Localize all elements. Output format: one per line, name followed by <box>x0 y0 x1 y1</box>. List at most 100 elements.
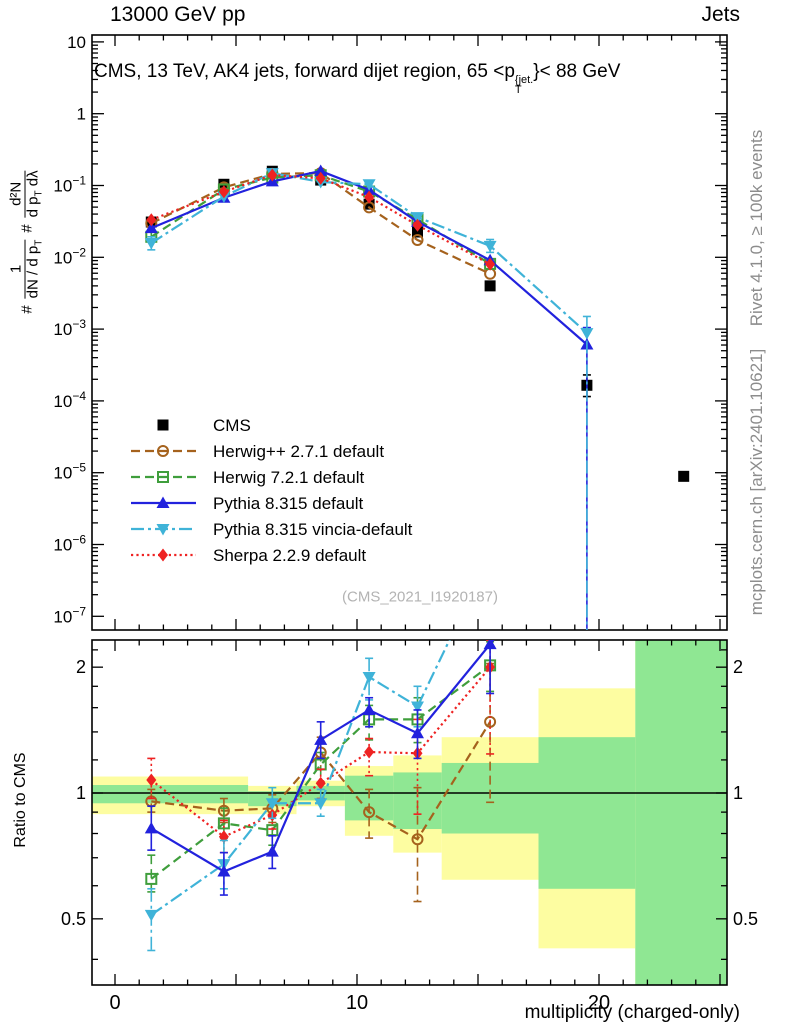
triangle-up-marker <box>411 726 424 739</box>
triangle-up-marker <box>217 864 231 877</box>
main-y-axis-title: # 1 dN / d pT # d²N d pT dλ <box>7 170 46 314</box>
plot-title-text: CMS, 13 TeV, AK4 jets, forward dijet reg… <box>94 61 515 82</box>
ratio-y-tick-label-left: 1 <box>76 783 86 803</box>
triangle-up-marker <box>314 733 328 745</box>
triangle-up-marker <box>144 821 158 834</box>
series-line <box>150 640 495 873</box>
triangle-down-marker <box>580 328 594 340</box>
legend-item-sherpa-2-2-9-default: Sherpa 2.2.9 default <box>131 546 366 565</box>
x-tick-label: 10 <box>346 992 368 1014</box>
legend: CMS Herwig++ 2.7.1 default Herwig 7.2.1 de… <box>131 416 413 565</box>
triangle-down-marker <box>144 238 158 250</box>
square-open-marker <box>217 817 230 830</box>
circle-open-marker <box>157 445 169 457</box>
legend-label: Pythia 8.315 vincia-default <box>213 520 413 539</box>
x-tick-label: 0 <box>109 992 120 1014</box>
circle-open-marker <box>363 806 376 819</box>
ratio-y-tick-label-right: 0.5 <box>733 909 758 929</box>
hash-symbol: # <box>18 224 36 233</box>
ratio-y-axis-title: Ratio to CMS <box>12 752 29 848</box>
error-bar <box>582 315 591 630</box>
main-y-tick-label: 10−1 <box>53 174 86 196</box>
main-y-tick-label: 10−7 <box>53 604 86 626</box>
legend-item-cms: CMS <box>157 416 251 435</box>
main-panel-frame <box>91 34 728 631</box>
triangle-up-marker <box>265 845 279 857</box>
triangle-up-marker <box>314 164 328 177</box>
diamond-marker <box>364 745 375 759</box>
triangle-down-marker <box>483 240 497 253</box>
triangle-down-marker <box>265 798 279 810</box>
beam-energy-label: 13000 GeV pp <box>110 3 246 26</box>
main-y-tick-label: 10−6 <box>53 533 86 555</box>
legend-label: Herwig 7.2.1 default <box>213 468 364 487</box>
error-bar <box>147 757 156 800</box>
legend-label: CMS <box>213 416 251 435</box>
legend-label: Herwig++ 2.7.1 default <box>213 442 384 461</box>
main-y-tick-label: 10−2 <box>53 245 86 267</box>
square-filled-marker <box>678 470 690 482</box>
green-band-segment <box>635 640 727 985</box>
diamond-marker <box>315 171 326 185</box>
plot-title-superscript: {jet. <box>514 74 534 87</box>
triangle-down-marker <box>156 524 170 536</box>
ratio-y-tick-label-left: 2 <box>76 657 86 677</box>
fraction-d2n-over-dptdlambda: d²N d pT dλ <box>7 170 45 218</box>
triangle-down-marker <box>362 671 376 684</box>
square-filled-marker <box>363 198 375 210</box>
axis-tick-labels: 0 10 20 10 1 10−1 10−2 10−3 10−4 10−5 10−6 10−7 0.5 0… <box>53 33 758 1014</box>
square-filled-marker <box>157 419 169 431</box>
diamond-marker <box>267 168 278 182</box>
rivet-version-label: Rivet 4.1.0, ≥ 100k events <box>747 129 766 327</box>
fraction-one-over-dndpt: 1 dN / d pT <box>7 239 45 299</box>
ratio-y-tick-label-right: 1 <box>733 783 743 803</box>
main-y-tick-label: 1 <box>77 105 86 124</box>
x-axis-title: multiplicity (charged-only) <box>524 1002 740 1023</box>
analysis-group-label: Jets <box>701 3 740 26</box>
ratio-y-tick-label-right: 2 <box>733 657 743 677</box>
triangle-up-marker <box>483 640 497 650</box>
mcplots-reference-label: mcplots.cern.ch [arXiv:2401.10621] <box>747 348 766 616</box>
diamond-marker <box>146 773 157 787</box>
ratio-uncertainty-bands <box>92 640 727 985</box>
legend-item-herwig-7-2-1-default: Herwig 7.2.1 default <box>131 468 364 487</box>
triangle-up-marker <box>362 703 376 715</box>
error-bar <box>268 786 277 820</box>
legend-item-pythia-8-315-default: Pythia 8.315 default <box>131 494 364 513</box>
triangle-down-marker <box>362 179 376 191</box>
circle-open-marker <box>411 833 424 846</box>
diamond-marker <box>412 218 423 232</box>
ratio-y-tick-label-left: 0.5 <box>61 909 86 929</box>
diamond-marker <box>315 776 326 790</box>
series-line <box>150 171 491 275</box>
circle-open-marker <box>411 234 424 247</box>
error-bar <box>365 737 374 777</box>
square-open-marker <box>145 872 158 885</box>
main-y-tick-label: 10−3 <box>53 317 86 339</box>
series-line <box>150 169 588 346</box>
hash-symbol: # <box>18 305 36 314</box>
square-open-marker <box>157 471 169 483</box>
main-y-tick-label: 10 <box>67 33 86 52</box>
triangle-up-marker <box>144 221 158 234</box>
plot-title: CMS, 13 TeV, AK4 jets, forward dijet reg… <box>94 61 620 96</box>
legend-label: Pythia 8.315 default <box>213 494 364 513</box>
square-filled-marker <box>484 280 496 292</box>
green-band-segment <box>538 737 636 889</box>
plot-title-pt-scripts: {jet. T <box>514 74 534 97</box>
plot-title-subscript: T <box>514 84 522 97</box>
plot-title-tail: }< 88 GeV <box>533 61 621 82</box>
main-y-tick-label: 10−4 <box>53 389 86 411</box>
error-bar <box>316 788 325 818</box>
legend-item-pythia-8-315-vincia-default: Pythia 8.315 vincia-default <box>131 520 413 539</box>
triangle-up-marker <box>156 496 170 508</box>
series-line <box>150 174 491 265</box>
diamond-marker <box>485 257 496 271</box>
main-series-pythia-8-315-vincia-default <box>144 168 594 630</box>
triangle-down-marker <box>314 798 328 810</box>
main-y-tick-label: 10−5 <box>53 461 86 483</box>
axis-ticks <box>92 35 727 985</box>
triangle-down-marker <box>411 212 424 224</box>
